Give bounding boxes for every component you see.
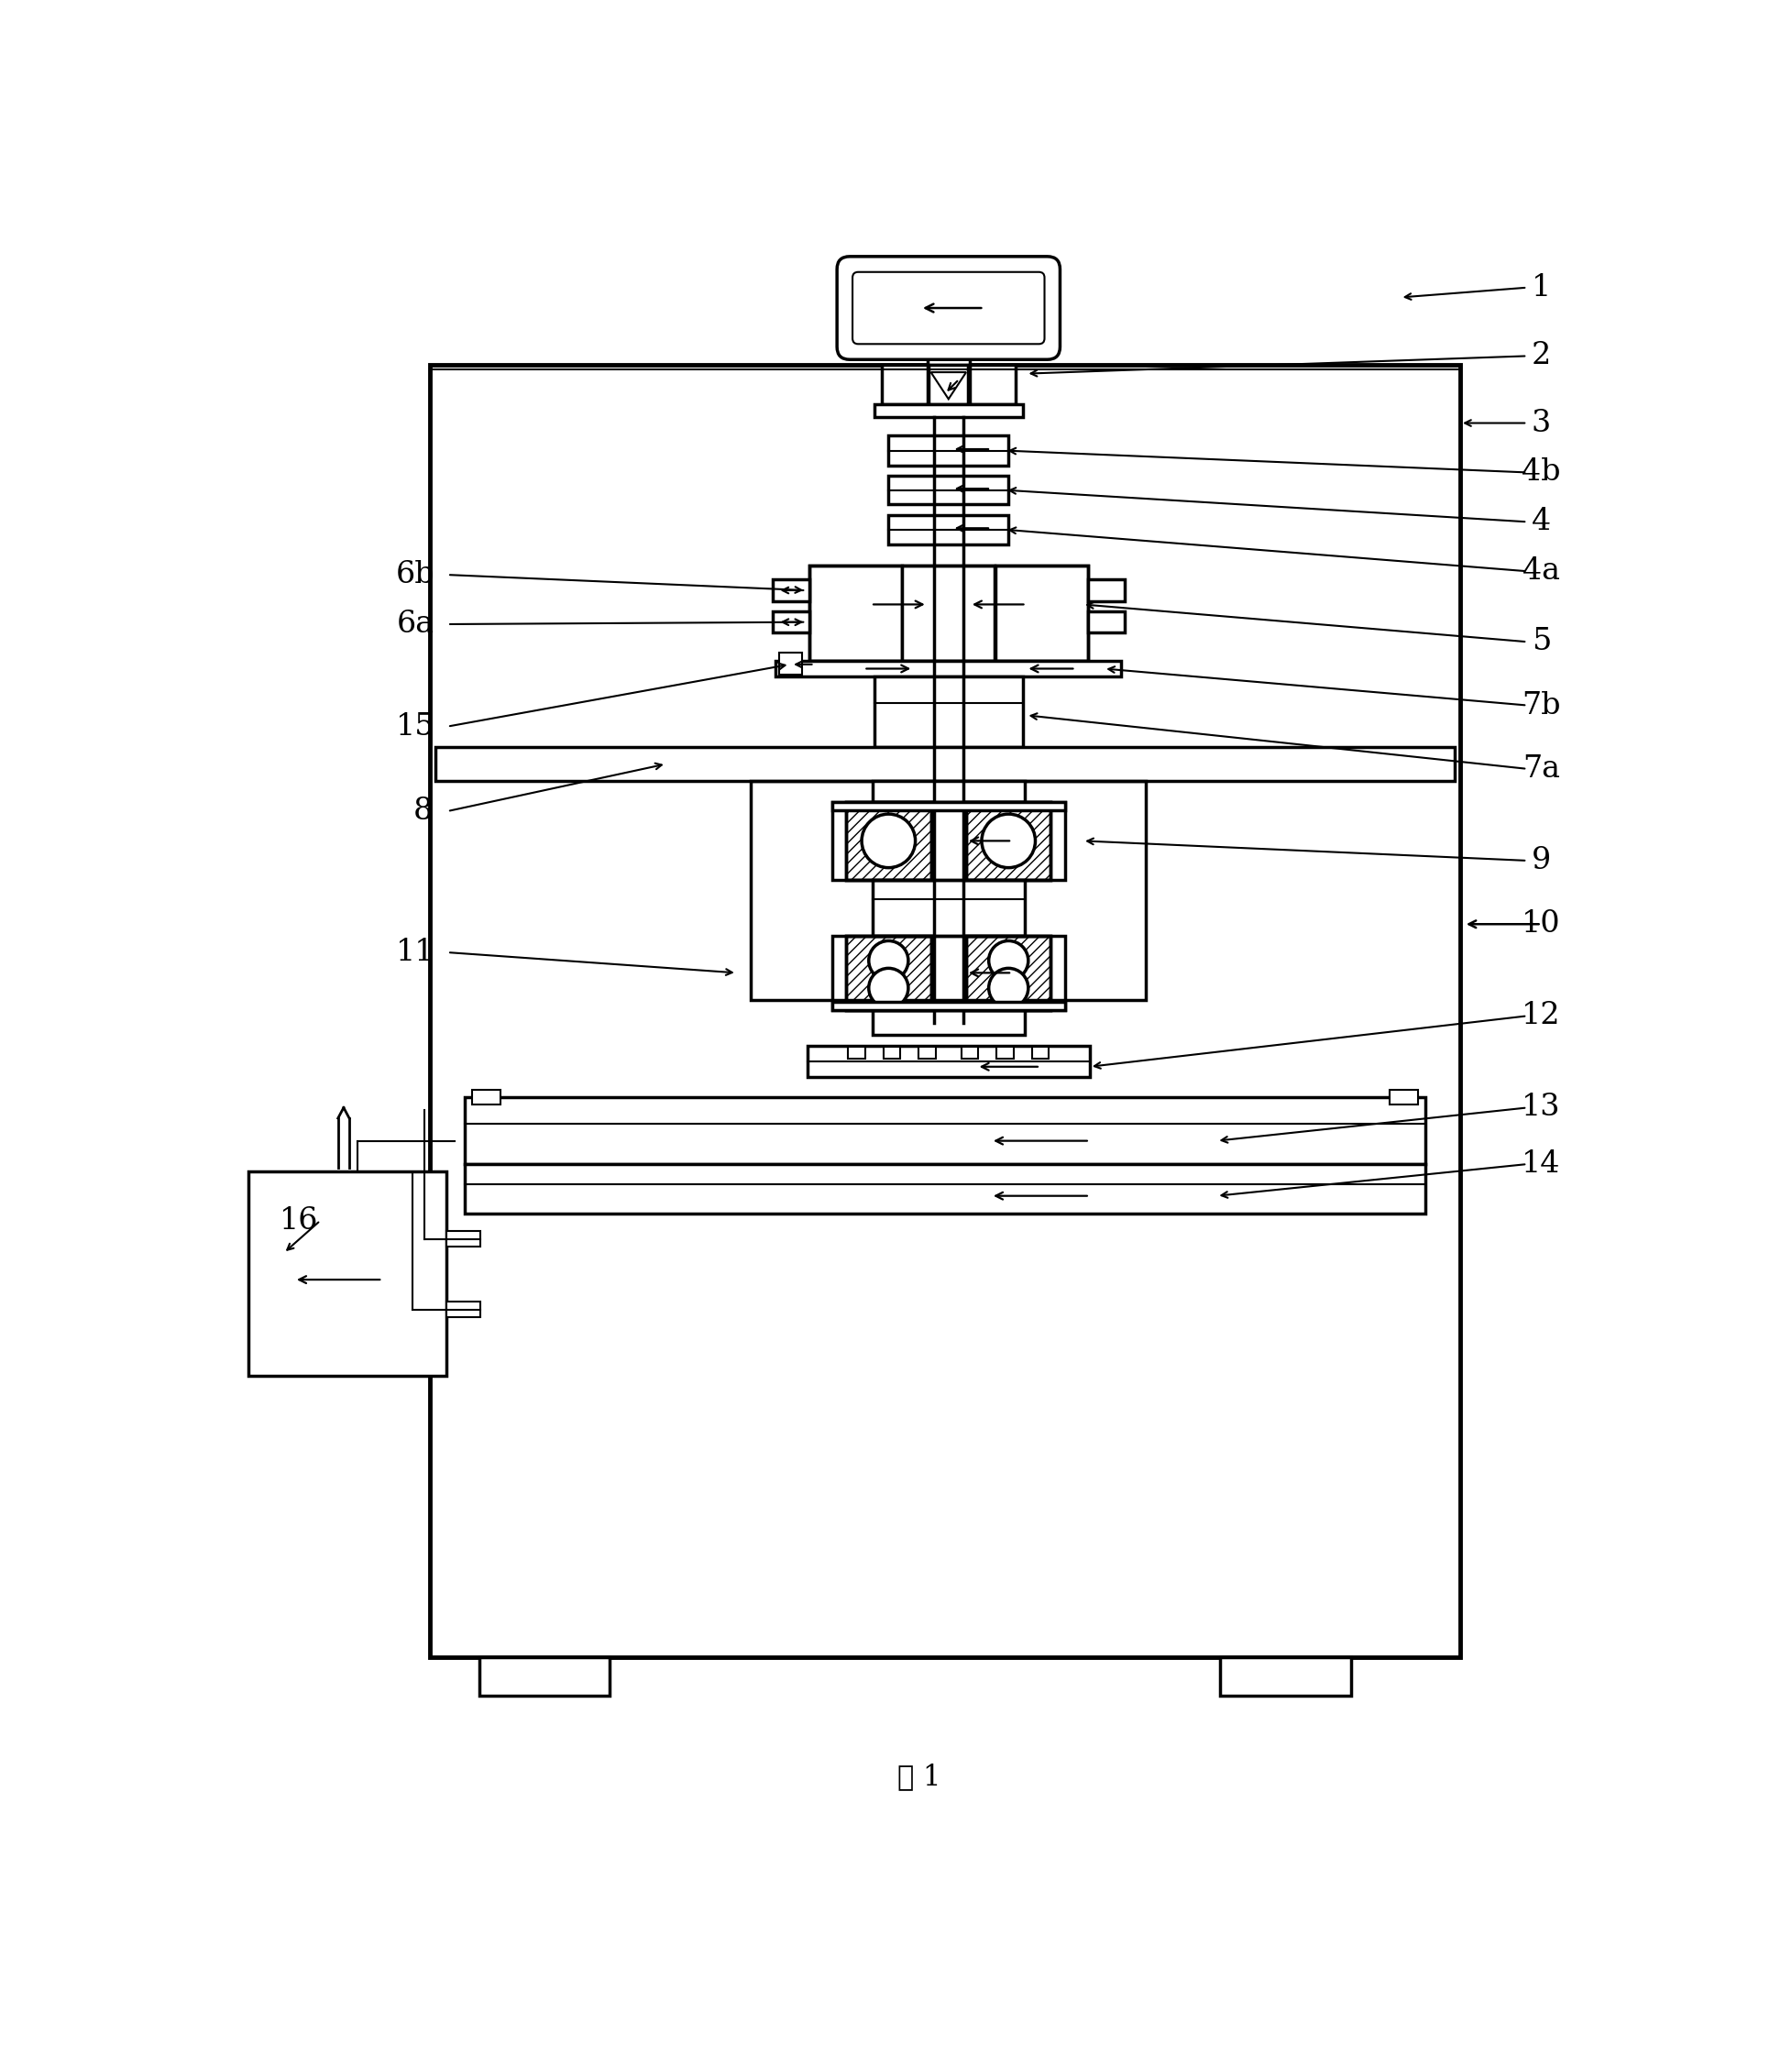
Text: 4: 4 (1530, 508, 1550, 536)
Text: 10: 10 (1521, 910, 1561, 939)
Circle shape (987, 941, 1029, 980)
FancyBboxPatch shape (837, 257, 1059, 360)
Text: 2: 2 (1530, 341, 1550, 370)
Bar (846, 937, 930, 1011)
Text: 3: 3 (1530, 409, 1550, 438)
Bar (808, 565, 1088, 662)
Bar (966, 937, 1050, 1011)
Polygon shape (930, 372, 966, 399)
Bar (435, 748, 1453, 781)
Text: 7b: 7b (1521, 690, 1561, 719)
Bar (1389, 1089, 1417, 1104)
Text: 12: 12 (1521, 1001, 1561, 1030)
Bar (966, 937, 1050, 1011)
Bar (848, 1046, 866, 1058)
Text: 图 1: 图 1 (896, 1763, 941, 1790)
Bar (831, 801, 1064, 880)
Bar (846, 801, 930, 880)
Text: 8: 8 (412, 797, 432, 826)
Bar (446, 1231, 480, 1247)
Bar (464, 1097, 1425, 1163)
Bar (471, 1089, 500, 1104)
Circle shape (987, 968, 1029, 1007)
Text: 15: 15 (396, 711, 435, 742)
Bar (873, 880, 1025, 937)
Text: 5: 5 (1530, 627, 1550, 656)
Bar (831, 801, 1064, 810)
Bar (1220, 1656, 1349, 1695)
Circle shape (862, 814, 916, 867)
Bar (995, 565, 1088, 662)
Circle shape (869, 968, 909, 1007)
Bar (831, 937, 1064, 1011)
Text: 1: 1 (1530, 273, 1550, 302)
Bar (1088, 612, 1124, 633)
Bar (1030, 1046, 1048, 1058)
Text: 4b: 4b (1521, 458, 1561, 487)
Circle shape (982, 814, 1034, 867)
Bar (873, 781, 1025, 801)
Bar (926, 351, 969, 366)
Bar (883, 1046, 900, 1058)
Bar (1088, 580, 1124, 600)
Bar (249, 1171, 446, 1377)
Bar (446, 1301, 480, 1317)
Bar (846, 937, 930, 1011)
FancyBboxPatch shape (851, 271, 1045, 343)
Bar (772, 612, 808, 633)
Bar (776, 662, 1120, 676)
Bar (969, 366, 1014, 405)
Text: 6b: 6b (396, 561, 435, 590)
Bar (961, 1046, 978, 1058)
Bar (889, 477, 1007, 503)
Bar (874, 676, 1021, 748)
Bar (808, 565, 901, 662)
Text: 9: 9 (1530, 847, 1550, 875)
Text: 14: 14 (1521, 1149, 1561, 1180)
Bar (889, 436, 1007, 464)
Bar (430, 366, 1459, 1656)
Text: 11: 11 (396, 937, 435, 968)
Bar (846, 801, 930, 880)
Bar (478, 1656, 609, 1695)
Bar (780, 651, 801, 674)
Bar (882, 366, 926, 405)
Circle shape (869, 941, 909, 980)
Bar (966, 801, 1050, 880)
Bar (772, 580, 808, 600)
Bar (806, 1046, 1090, 1077)
Bar (928, 366, 968, 405)
Bar (966, 801, 1050, 880)
Bar (874, 405, 1021, 417)
Text: 4a: 4a (1521, 557, 1559, 586)
Bar (996, 1046, 1012, 1058)
Bar (919, 1046, 935, 1058)
Text: 13: 13 (1521, 1093, 1561, 1122)
Bar (464, 1163, 1425, 1215)
Text: 16: 16 (280, 1206, 319, 1235)
Bar (831, 1001, 1064, 1011)
Text: 7a: 7a (1521, 754, 1559, 783)
Bar (751, 781, 1145, 999)
Bar (901, 565, 995, 662)
Bar (873, 1011, 1025, 1036)
Text: 6a: 6a (396, 610, 434, 639)
Bar (889, 516, 1007, 545)
